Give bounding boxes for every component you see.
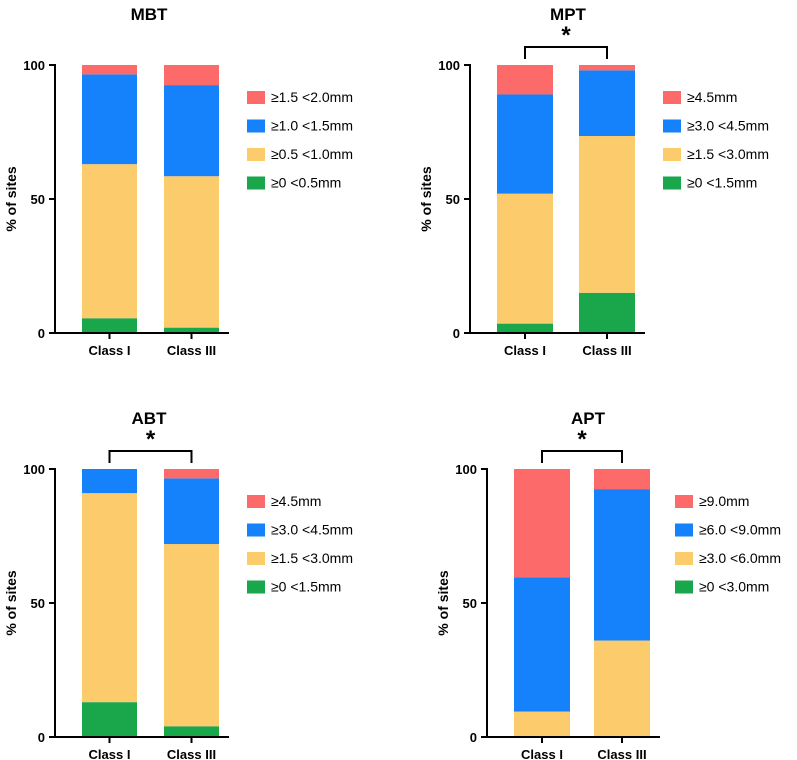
- legend-label: ≥6.0 <9.0mm: [699, 522, 781, 538]
- y-tick-label: 50: [31, 192, 45, 207]
- bar-segment: [164, 469, 219, 478]
- legend-swatch: [247, 581, 265, 594]
- significance-marker: *: [146, 426, 156, 453]
- legend-label: ≥1.5 <3.0mm: [271, 550, 353, 566]
- legend-label: ≥4.5mm: [271, 493, 321, 509]
- x-tick-label: Class III: [167, 747, 216, 760]
- legend-swatch: [675, 552, 693, 565]
- bar-segment: [82, 164, 137, 318]
- significance-marker: *: [561, 22, 571, 49]
- y-tick-label: 0: [38, 730, 45, 745]
- legend-label: ≥0 <1.5mm: [271, 579, 341, 595]
- legend-swatch: [247, 91, 265, 104]
- bar-segment: [579, 65, 635, 70]
- legend-label: ≥1.5 <3.0mm: [687, 146, 769, 162]
- y-axis-label: % of sites: [418, 166, 434, 232]
- legend-swatch: [247, 120, 265, 133]
- bar-segment: [164, 478, 219, 544]
- chart-title: MBT: [131, 5, 168, 24]
- legend-swatch: [675, 495, 693, 508]
- legend-swatch: [247, 495, 265, 508]
- legend-label: ≥0 <1.5mm: [687, 175, 757, 191]
- bar-segment: [497, 194, 553, 324]
- legend-swatch: [663, 148, 681, 161]
- legend-swatch: [663, 91, 681, 104]
- y-axis-label: % of sites: [435, 570, 451, 636]
- x-tick-label: Class I: [89, 747, 131, 760]
- y-tick-label: 50: [31, 596, 45, 611]
- bar-segment: [497, 65, 553, 94]
- bar-segment: [579, 293, 635, 333]
- bar-segment: [82, 702, 137, 737]
- legend-swatch: [247, 524, 265, 537]
- bar-segment: [579, 136, 635, 293]
- legend-label: ≥1.0 <1.5mm: [271, 118, 353, 134]
- legend-label: ≥1.5 <2.0mm: [271, 89, 353, 105]
- bar-segment: [82, 74, 137, 164]
- chart-mbt: MBT % of sites Class I Class III 0 50 100 ≥1.5 …: [3, 5, 353, 358]
- legend-label: ≥4.5mm: [687, 89, 737, 105]
- bar-segment: [164, 65, 219, 85]
- x-tick-label: Class III: [597, 747, 646, 760]
- y-tick-label: 0: [38, 326, 45, 341]
- bar-segment: [514, 712, 570, 737]
- y-tick-label: 0: [453, 326, 460, 341]
- x-tick-label: Class I: [504, 343, 546, 358]
- y-tick-label: 0: [470, 730, 477, 745]
- bar-segment: [82, 318, 137, 333]
- y-tick-label: 100: [455, 462, 477, 477]
- figure: MBT % of sites Class I Class III 0 50 100 ≥1.5 …: [0, 0, 797, 760]
- significance-marker: *: [577, 426, 587, 453]
- bar-segment: [514, 578, 570, 712]
- bar-segment: [497, 94, 553, 193]
- legend-swatch: [247, 552, 265, 565]
- chart-apt: APT % of sites Class I Class III 0 50 100 ≥9.0m…: [435, 409, 781, 760]
- bar-segment: [82, 65, 137, 74]
- bar-segment: [164, 544, 219, 726]
- y-axis-label: % of sites: [3, 166, 19, 232]
- legend-label: ≥0.5 <1.0mm: [271, 146, 353, 162]
- y-tick-label: 100: [23, 462, 45, 477]
- legend-label: ≥0 <0.5mm: [271, 175, 341, 191]
- legend-label: ≥0 <3.0mm: [699, 579, 769, 595]
- bar-segment: [164, 726, 219, 737]
- legend-swatch: [663, 120, 681, 133]
- legend-label: ≥3.0 <6.0mm: [699, 550, 781, 566]
- legend-swatch: [247, 177, 265, 190]
- bar-segment: [497, 324, 553, 333]
- bar-segment: [164, 176, 219, 327]
- x-tick-label: Class I: [89, 343, 131, 358]
- legend-label: ≥3.0 <4.5mm: [271, 522, 353, 538]
- bar-segment: [514, 469, 570, 578]
- legend-swatch: [663, 177, 681, 190]
- bar-segment: [594, 469, 650, 489]
- bar-segment: [594, 489, 650, 640]
- y-tick-label: 50: [463, 596, 477, 611]
- legend-label: ≥9.0mm: [699, 493, 749, 509]
- x-tick-label: Class III: [582, 343, 631, 358]
- legend-label: ≥3.0 <4.5mm: [687, 118, 769, 134]
- bar-segment: [164, 85, 219, 176]
- x-tick-label: Class III: [167, 343, 216, 358]
- y-axis-label: % of sites: [3, 570, 19, 636]
- y-tick-label: 100: [23, 58, 45, 73]
- legend-swatch: [675, 581, 693, 594]
- bar-segment: [82, 469, 137, 493]
- bar-segment: [82, 493, 137, 702]
- legend-swatch: [675, 524, 693, 537]
- y-tick-label: 100: [438, 58, 460, 73]
- chart-title: APT: [571, 409, 606, 428]
- legend-swatch: [247, 148, 265, 161]
- bar-segment: [579, 70, 635, 136]
- x-tick-label: Class I: [521, 747, 563, 760]
- y-tick-label: 50: [446, 192, 460, 207]
- bar-segment: [594, 641, 650, 737]
